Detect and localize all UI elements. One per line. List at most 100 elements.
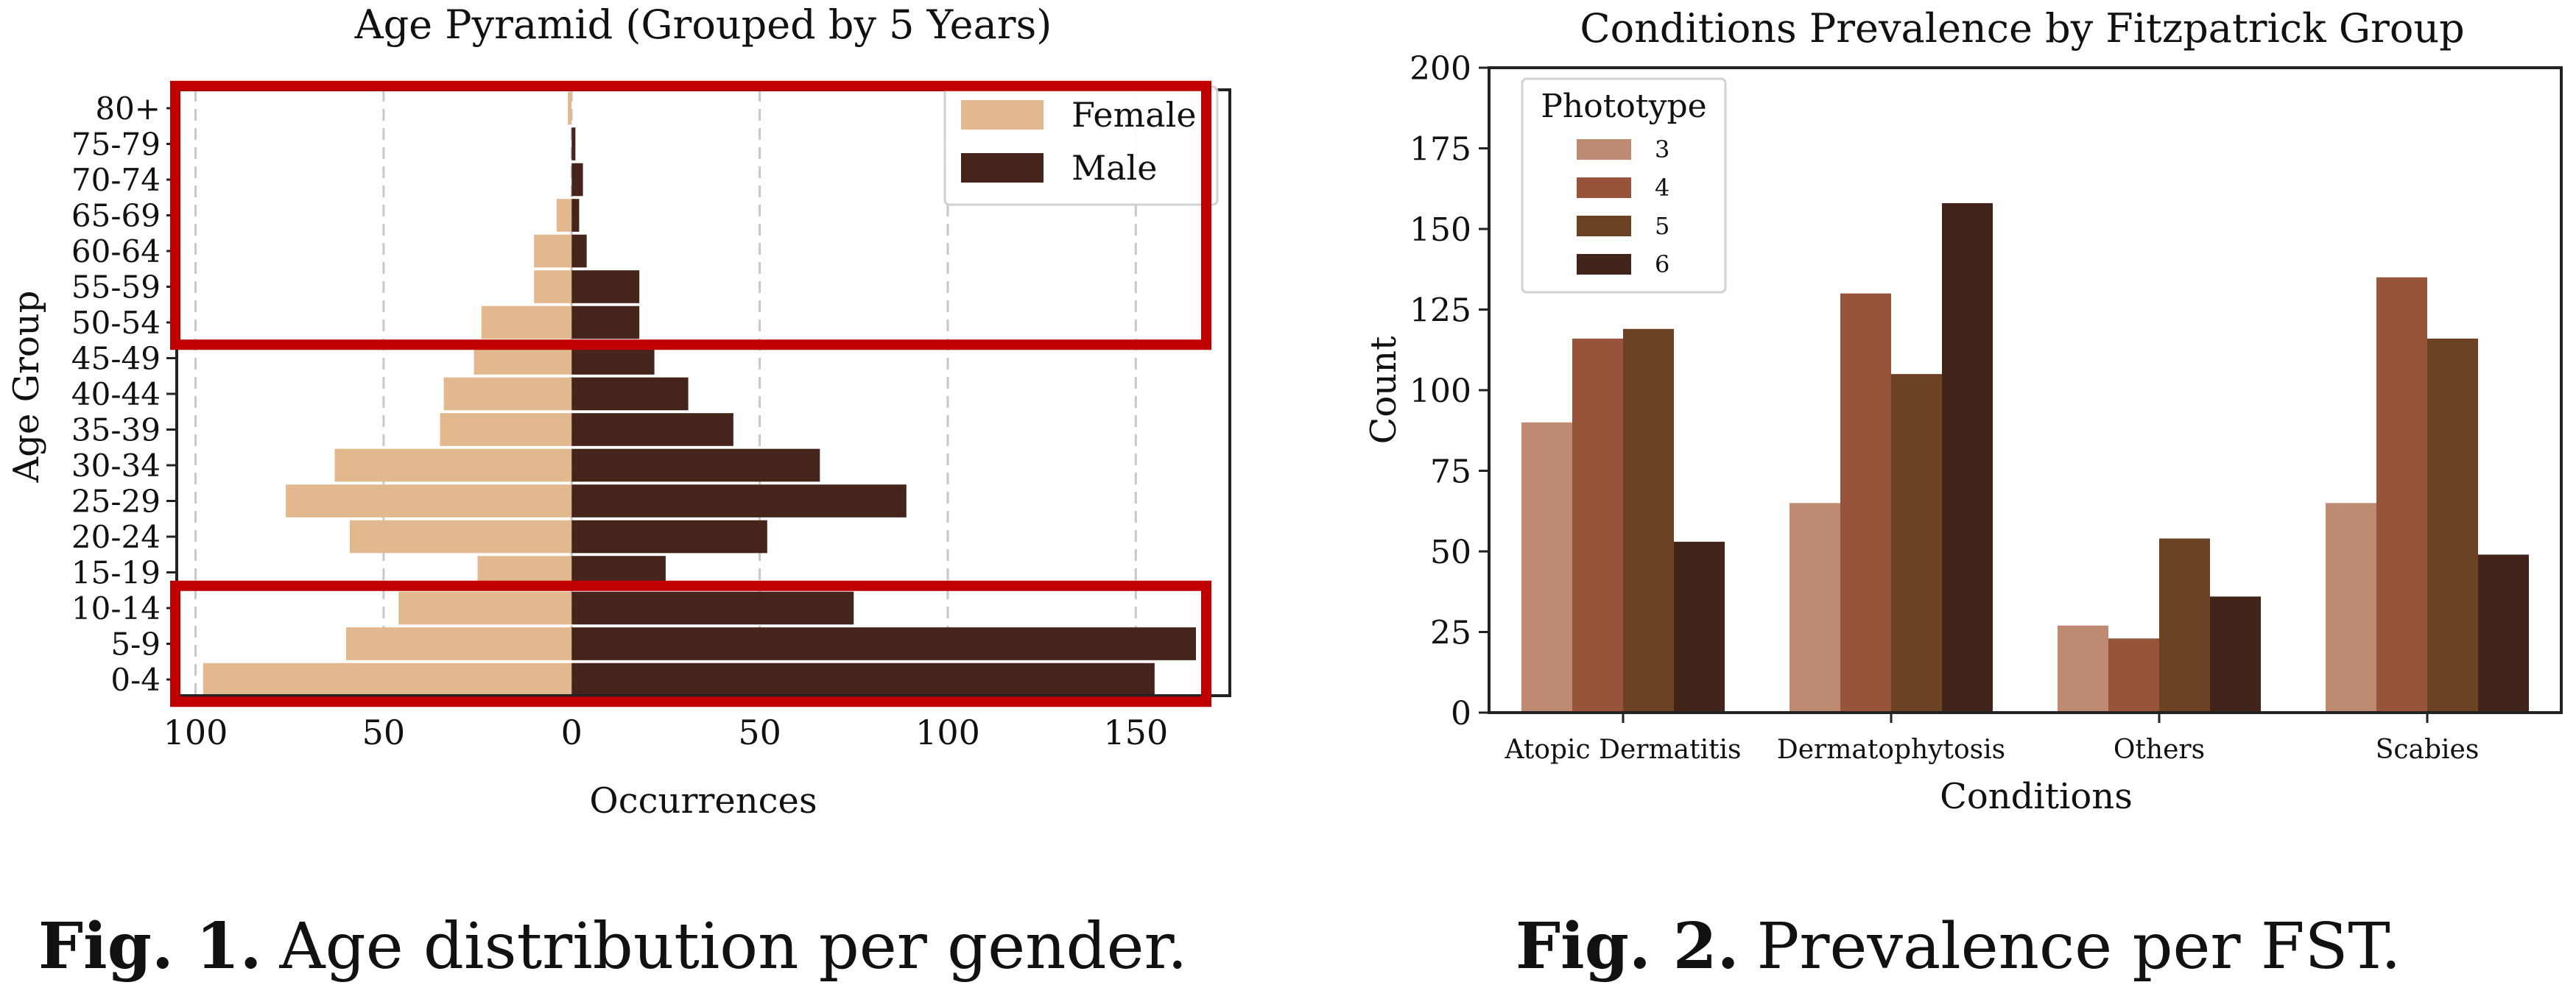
bar-phototype-3 [1790,503,1840,713]
y-tick-label: 15-19 [71,555,161,591]
bar-male [571,591,854,625]
y-tick-label: 0-4 [110,662,161,698]
bar-female [534,270,572,303]
age-pyramid-chart: 0-45-910-1415-1920-2425-2930-3435-3940-4… [6,1,1231,822]
y-axis-label: Count [1363,336,1404,445]
bar-phototype-6 [2478,554,2529,713]
y-tick-label: 10-14 [71,590,161,626]
chart-title: Conditions Prevalence by Fitzpatrick Gro… [1580,5,2464,52]
bar-male [571,520,767,554]
bar-female [398,591,572,625]
legend-swatch [961,100,1044,130]
bar-phototype-4 [2108,638,2159,713]
bar-phototype-3 [2326,503,2376,713]
bar-male [571,484,907,518]
legend-label: 6 [1655,250,1669,278]
figure-1-text: Age distribution per gender. [279,910,1188,984]
bar-phototype-3 [1521,422,1572,713]
bar-phototype-5 [1891,374,1942,713]
bar-male [571,448,820,482]
y-tick-label: 100 [1410,373,1471,410]
y-tick-label: 50-54 [71,305,161,341]
x-tick-label: 100 [915,713,980,752]
y-tick-label: 20-24 [71,519,161,555]
bar-female [203,663,572,696]
x-tick-label: 150 [1103,713,1168,752]
legend-swatch [1577,177,1631,198]
bar-phototype-4 [2376,277,2427,713]
x-tick-label: 50 [738,713,781,752]
bar-female [334,448,572,482]
bar-female [556,199,572,232]
y-tick-label: 60-64 [71,233,161,269]
x-tick-label: Dermatophytosis [1777,735,2005,765]
x-tick-label: 0 [561,713,583,752]
x-axis-label: Occurrences [589,780,817,822]
legend-swatch [961,153,1044,183]
bar-male [571,234,587,268]
legend-label: Female [1071,95,1197,135]
y-tick-label: 35-39 [71,412,161,448]
bar-phototype-5 [2159,538,2210,713]
conditions-prevalence-chart: 0 25 50 75 100 125 150 175 200 Atopic Dermatitis D… [1363,5,2563,817]
legend-label: 5 [1655,212,1669,240]
bar-male [571,663,1155,696]
y-tick-label: 75 [1430,453,1471,491]
bar-female [440,413,572,446]
bar-female [568,91,572,125]
highlight-box [170,580,1211,707]
y-tick-label: 150 [1410,211,1471,249]
highlight-box [170,80,1211,350]
bar-female [286,484,572,518]
x-tick-label: Others [2114,735,2205,765]
bar-phototype-3 [2058,625,2108,713]
y-tick-label: 175 [1410,131,1471,169]
figure-2-caption: Fig. 2. Prevalence per FST. [1516,909,2401,984]
y-tick-label: 75-79 [71,127,161,163]
bar-phototype-6 [1674,541,1725,713]
bar-female [443,377,572,411]
legend-title: Phototype [1541,88,1706,125]
y-tick-label: 65-69 [71,198,161,234]
y-tick-label: 25 [1430,615,1471,652]
bar-phototype-5 [1623,328,1674,713]
y-tick-label: 125 [1410,292,1471,330]
figure-2-text: Prevalence per FST. [1756,910,2401,984]
y-tick-label: 55-59 [71,269,161,306]
x-tick-label: Atopic Dermatitis [1504,735,1741,765]
x-axis-label: Conditions [1940,776,2133,817]
bar-phototype-4 [1840,293,1891,713]
bar-female [349,520,572,554]
legend-swatch [1577,139,1631,160]
y-tick-label: 200 [1410,50,1471,88]
y-tick-label: 0 [1451,695,1471,732]
legend-swatch [1577,254,1631,275]
bar-phototype-5 [2427,338,2478,713]
legend-swatch [1577,216,1631,236]
bar-male [571,413,733,446]
bar-male [571,127,576,160]
bar-female [345,627,572,660]
figure-1-caption: Fig. 1. Age distribution per gender. [38,909,1187,984]
bar-phototype-6 [2210,596,2261,713]
legend-label: Male [1071,148,1157,188]
bar-male [571,163,583,197]
y-tick-label: 25-29 [71,484,161,520]
bar-male [571,377,689,411]
chart-title: Age Pyramid (Grouped by 5 Years) [354,1,1052,48]
bar-male [571,270,640,303]
figure-1-label: Fig. 1. [38,909,262,984]
x-tick-label: 100 [163,713,228,752]
bar-male [571,199,580,232]
x-tick-label: 50 [362,713,406,752]
bar-female [481,306,572,339]
bar-phototype-4 [1572,338,1623,713]
bar-female [534,234,572,268]
bar-male [571,306,640,339]
bar-male [571,627,1197,660]
legend-label: 4 [1655,174,1669,202]
bar-phototype-6 [1942,202,1993,713]
y-tick-label: 45-49 [71,341,161,377]
y-tick-label: 5-9 [110,626,161,663]
